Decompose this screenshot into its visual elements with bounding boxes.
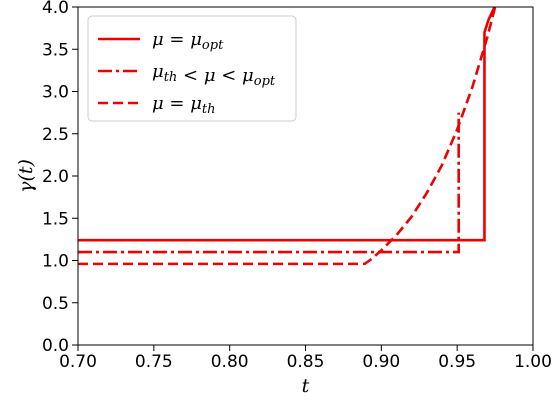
series-layer <box>78 6 497 266</box>
y-tick-label: 3.5 <box>42 40 69 60</box>
y-tick-label: 0.0 <box>42 336 69 356</box>
y-tick-label: 1.0 <box>42 252 69 272</box>
legend-box <box>87 15 297 122</box>
y-tick-label: 4.0 <box>42 0 69 18</box>
x-tick-label: 0.95 <box>438 352 476 372</box>
legend-entry-label: μth < μ < μopt <box>152 61 276 89</box>
x-tick-label: 0.80 <box>211 352 249 372</box>
y-tick-label: 2.0 <box>42 167 69 187</box>
y-tick-label: 0.5 <box>42 294 69 314</box>
series-line-dashdot <box>78 112 460 254</box>
x-tick-label: 0.85 <box>287 352 325 372</box>
x-axis-label: t <box>302 375 310 397</box>
x-tick-label: 0.70 <box>59 352 97 372</box>
series-line-dashed <box>78 6 497 266</box>
x-tick-label: 0.90 <box>362 352 400 372</box>
legend: μ = μopt μth < μ < μopt μ = μth <box>87 15 297 122</box>
y-axis-label: γ(t) <box>15 159 37 193</box>
y-axis: 0.0 0.5 1.0 1.5 2.0 2.5 3.0 3.5 4.0 <box>42 0 78 356</box>
x-axis: 0.70 0.75 0.80 0.85 0.90 0.95 1.00 <box>59 345 552 372</box>
x-tick-label: 1.00 <box>514 352 552 372</box>
y-tick-label: 3.0 <box>42 83 69 103</box>
legend-entry-label: μ = μopt <box>152 29 224 53</box>
x-tick-label: 0.75 <box>135 352 173 372</box>
y-tick-label: 1.5 <box>42 209 69 229</box>
legend-entry-label: μ = μth <box>152 93 216 117</box>
y-tick-label: 2.5 <box>42 125 69 145</box>
